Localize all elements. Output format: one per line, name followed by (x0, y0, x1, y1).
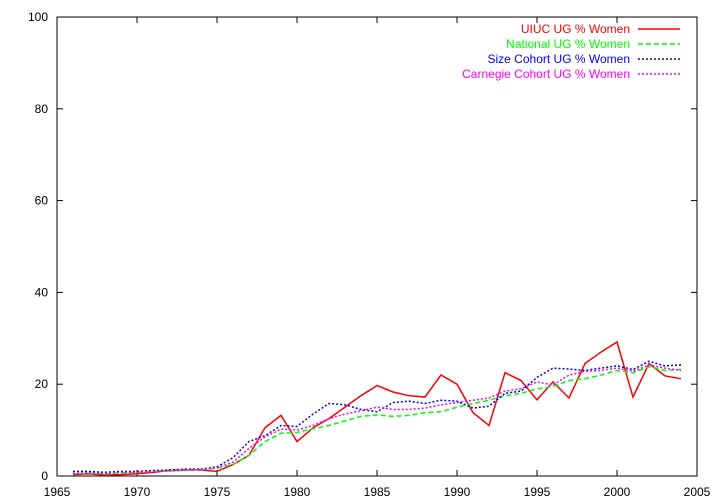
x-tick-label: 1970 (124, 485, 151, 499)
x-tick-label: 1990 (444, 485, 471, 499)
series-line-1 (72, 340, 682, 476)
series-line-4 (72, 364, 682, 475)
y-tick-label: 40 (35, 285, 49, 299)
x-tick-label: 1995 (524, 485, 551, 499)
x-tick-label: 1965 (44, 485, 71, 499)
y-tick-label: 60 (35, 194, 49, 208)
x-tick-label: 1980 (284, 485, 311, 499)
y-tick-label: 0 (41, 469, 48, 483)
x-tick-label: 1985 (364, 485, 391, 499)
legend-label-4: Carnegie Cohort UG % Women (462, 67, 630, 81)
plot-frame (56, 16, 698, 477)
legend-label-1: UIUC UG % Women (521, 22, 630, 36)
axis-ticks: 1965 1970 1975 1980 1985 1990 1995 2000 2005 0 20 4… (28, 10, 711, 499)
legend-label-2: National UG % Women (506, 37, 630, 51)
legend-label-3: Size Cohort UG % Women (488, 52, 631, 66)
x-tick-label: 2000 (604, 485, 631, 499)
x-tick-label: 2005 (684, 485, 711, 499)
series-lines (72, 340, 682, 476)
y-tick-label: 80 (35, 102, 49, 116)
y-tick-label: 100 (28, 10, 48, 24)
x-tick-label: 1975 (204, 485, 231, 499)
series-line-2 (72, 365, 682, 475)
y-tick-label: 20 (35, 377, 49, 391)
series-line-3 (73, 360, 682, 474)
